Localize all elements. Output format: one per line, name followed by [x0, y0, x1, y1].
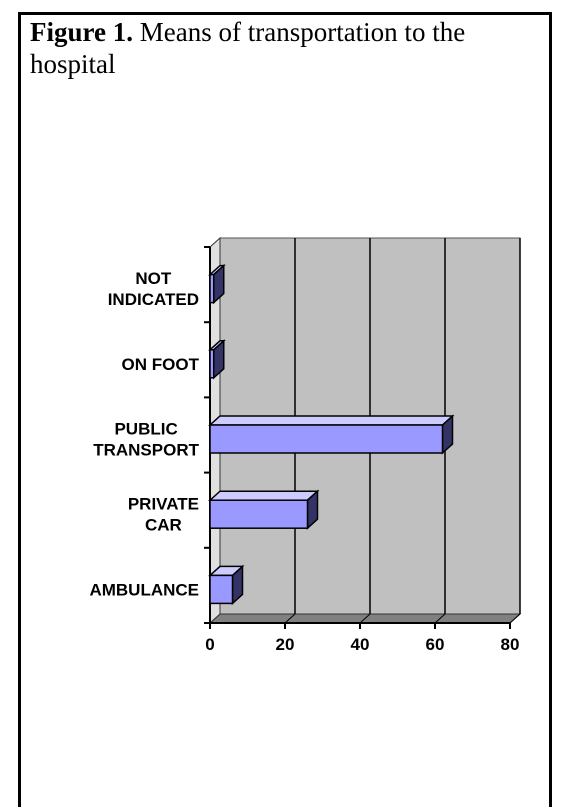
x-tick-label-80: 80	[501, 635, 520, 654]
category-label-line: NOT	[135, 269, 172, 288]
bar-front-4	[209, 273, 215, 304]
bar-2	[208, 414, 455, 455]
figure-frame	[18, 12, 552, 807]
category-label-3: ON FOOT	[122, 355, 200, 374]
category-label-4: NOT INDICATED	[108, 269, 199, 309]
x-tick-labels: 0 20 40 60 80	[205, 635, 519, 654]
bar-0	[208, 564, 245, 606]
category-labels: AMBULANCE PRIVATE CAR PUBLIC TRANSPORT ON FOO…	[89, 269, 199, 599]
gridline-floor-40	[359, 613, 371, 624]
category-label-line: ON FOOT	[122, 355, 200, 374]
bar-front-0	[209, 574, 234, 605]
x-tick-label-20: 20	[276, 635, 295, 654]
x-tick-label-0: 0	[205, 635, 214, 654]
category-label-line: PRIVATE	[128, 495, 199, 514]
gridline-floor-60	[434, 613, 446, 624]
bar-top-2	[208, 415, 455, 426]
category-label-1: PRIVATE CAR	[128, 495, 199, 535]
category-label-0: AMBULANCE	[89, 580, 199, 599]
x-tick-label-60: 60	[426, 635, 445, 654]
category-label-line: AMBULANCE	[89, 580, 199, 599]
gridline-floor-80	[509, 613, 521, 624]
category-label-line: TRANSPORT	[93, 441, 199, 460]
bars	[208, 263, 455, 606]
category-label-line: INDICATED	[108, 290, 199, 309]
figure-label: Figure 1.	[30, 17, 133, 47]
x-tick-label-40: 40	[351, 635, 370, 654]
bar-3	[208, 339, 226, 380]
category-label-line: PUBLIC	[114, 420, 177, 439]
bar-front-2	[209, 424, 444, 454]
category-label-2: PUBLIC TRANSPORT	[93, 420, 199, 460]
bar-1	[208, 489, 320, 530]
gridline-floor-20	[284, 613, 296, 624]
bar-front-3	[209, 349, 215, 379]
figure-caption: Figure 1. Means of transportation to the…	[30, 16, 552, 80]
bar-front-1	[209, 499, 309, 529]
figure-title: Means of transportation to the hospital	[30, 17, 466, 79]
bar-top-1	[208, 490, 320, 501]
bar-4	[208, 263, 226, 305]
category-label-line: CAR	[145, 516, 182, 535]
